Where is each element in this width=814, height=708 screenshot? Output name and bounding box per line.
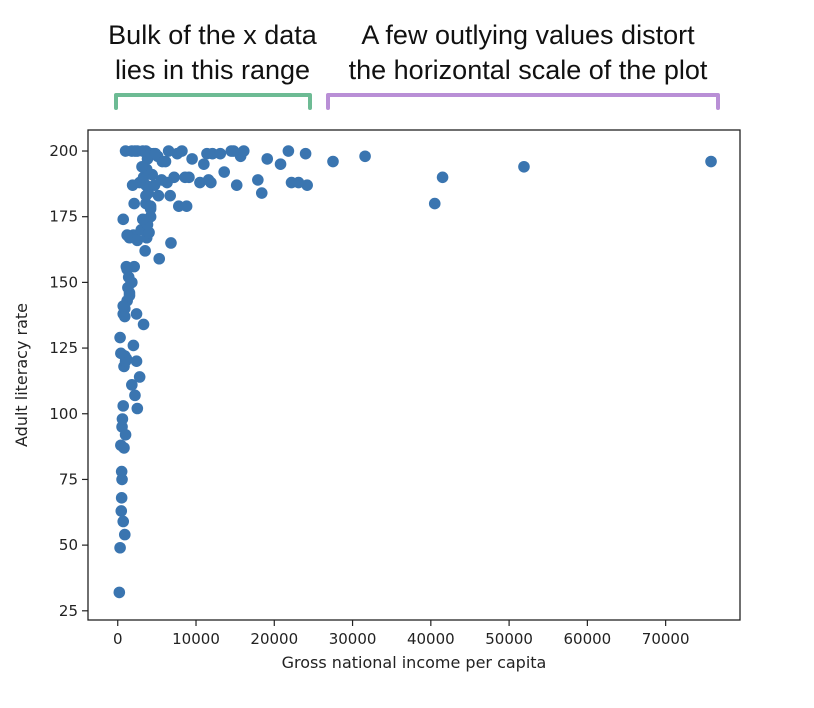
x-tick-label: 40000 bbox=[407, 630, 455, 648]
right-annotation: A few outlying values distort the horizo… bbox=[318, 18, 738, 88]
data-point bbox=[118, 310, 131, 323]
data-point bbox=[227, 145, 240, 157]
data-point bbox=[214, 147, 227, 160]
data-point bbox=[128, 197, 140, 210]
data-point bbox=[117, 213, 130, 226]
data-point bbox=[131, 402, 144, 415]
data-point bbox=[198, 158, 210, 170]
data-point bbox=[140, 189, 152, 202]
data-point bbox=[164, 189, 176, 202]
data-point bbox=[218, 166, 230, 178]
data-point bbox=[292, 176, 305, 189]
data-point bbox=[201, 147, 213, 160]
y-tick-label: 200 bbox=[49, 142, 78, 160]
x-tick-label: 70000 bbox=[642, 630, 690, 648]
data-point bbox=[299, 147, 312, 160]
x-tick-label: 50000 bbox=[485, 630, 533, 648]
x-axis-label: Gross national income per capita bbox=[282, 653, 547, 672]
data-point bbox=[180, 200, 193, 212]
data-point bbox=[114, 541, 126, 554]
data-point bbox=[121, 229, 133, 241]
left-annotation-line-2: lies in this range bbox=[114, 55, 311, 85]
data-point bbox=[117, 400, 130, 412]
data-point bbox=[705, 155, 717, 168]
data-point bbox=[116, 413, 129, 425]
y-tick-label: 100 bbox=[49, 405, 78, 423]
data-point bbox=[518, 160, 530, 173]
left-range-bracket bbox=[114, 93, 312, 110]
data-point bbox=[156, 155, 169, 168]
data-point bbox=[126, 379, 138, 391]
data-point bbox=[255, 187, 268, 199]
data-point bbox=[130, 308, 143, 320]
data-point bbox=[139, 245, 151, 257]
x-tick-label: 20000 bbox=[250, 630, 298, 648]
data-point bbox=[118, 528, 131, 541]
data-point bbox=[126, 179, 139, 191]
plot-frame bbox=[87, 129, 741, 621]
x-tick-label: 30000 bbox=[329, 630, 377, 648]
data-point bbox=[113, 586, 126, 599]
data-point bbox=[274, 158, 287, 170]
data-point bbox=[125, 276, 137, 289]
y-tick-label: 25 bbox=[59, 602, 78, 620]
data-point bbox=[136, 213, 149, 226]
data-point bbox=[114, 331, 126, 344]
data-point bbox=[327, 155, 339, 168]
data-point bbox=[117, 515, 130, 528]
data-point bbox=[144, 200, 157, 212]
scatter-points bbox=[113, 145, 717, 599]
data-point bbox=[359, 150, 371, 163]
data-point bbox=[118, 442, 130, 454]
data-point bbox=[186, 153, 198, 165]
data-point bbox=[252, 174, 264, 186]
x-tick-label: 0 bbox=[113, 630, 123, 648]
data-point bbox=[261, 153, 274, 165]
y-tick-label: 175 bbox=[49, 208, 78, 226]
y-axis-ticks: 25 50 75 100 125 150 175 200 bbox=[49, 142, 88, 620]
data-point bbox=[129, 389, 141, 402]
data-point bbox=[127, 339, 140, 352]
data-point bbox=[130, 355, 143, 368]
data-point bbox=[149, 147, 162, 160]
y-tick-label: 75 bbox=[59, 470, 78, 488]
data-point bbox=[165, 237, 177, 249]
data-point bbox=[162, 145, 175, 157]
data-point bbox=[115, 465, 128, 478]
y-axis-label: Adult literacy rate bbox=[12, 303, 31, 447]
data-point bbox=[152, 189, 165, 202]
data-point bbox=[428, 197, 441, 210]
x-axis-ticks: 0 10000 20000 30000 40000 50000 60000 70000 bbox=[113, 620, 690, 648]
y-tick-label: 50 bbox=[59, 536, 78, 554]
data-point bbox=[119, 428, 132, 441]
data-point bbox=[179, 171, 191, 184]
data-point bbox=[148, 179, 161, 191]
data-point bbox=[137, 318, 150, 331]
left-annotation: Bulk of the x data lies in this range bbox=[75, 18, 350, 88]
y-tick-label: 125 bbox=[49, 339, 78, 357]
data-point bbox=[436, 171, 449, 184]
data-point bbox=[133, 371, 146, 383]
data-point bbox=[117, 300, 130, 312]
data-point bbox=[115, 505, 128, 517]
right-annotation-line-2: the horizontal scale of the plot bbox=[348, 55, 708, 85]
data-point bbox=[237, 145, 250, 157]
data-point bbox=[153, 252, 166, 265]
x-tick-label: 60000 bbox=[564, 630, 612, 648]
left-annotation-line-1: Bulk of the x data bbox=[108, 20, 317, 50]
right-range-bracket bbox=[326, 93, 720, 110]
data-point bbox=[230, 179, 243, 191]
data-point bbox=[115, 347, 127, 360]
data-point bbox=[123, 289, 136, 302]
data-point bbox=[176, 145, 188, 157]
data-point bbox=[115, 492, 128, 504]
y-tick-label: 150 bbox=[49, 273, 78, 291]
data-point bbox=[120, 260, 133, 273]
right-annotation-line-1: A few outlying values distort bbox=[361, 20, 695, 50]
data-point bbox=[202, 174, 215, 186]
x-tick-label: 10000 bbox=[172, 630, 220, 648]
data-point bbox=[282, 145, 295, 157]
